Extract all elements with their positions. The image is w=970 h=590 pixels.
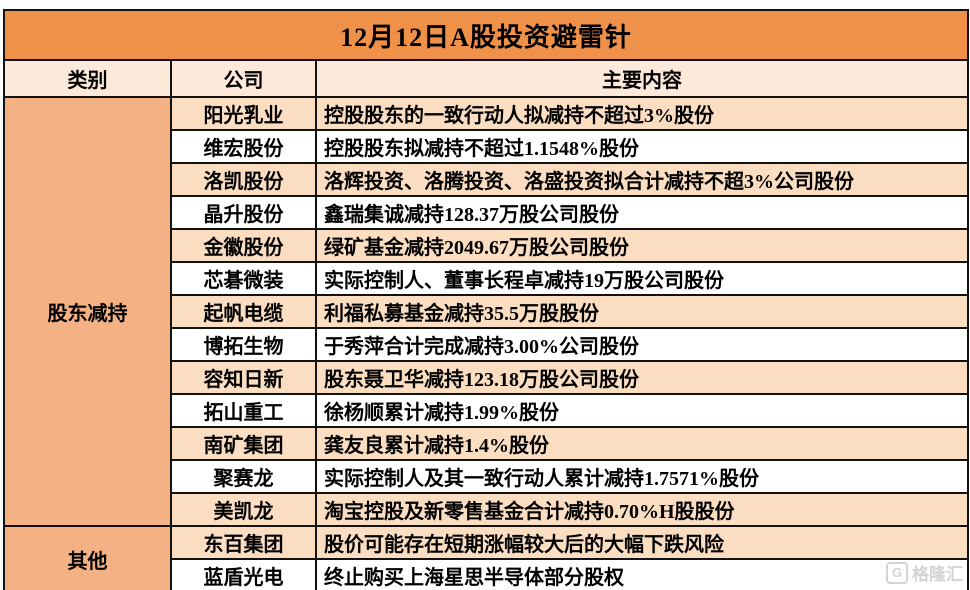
category-cell-other: 其他	[3, 525, 172, 590]
column-header-company: 公司	[170, 59, 317, 98]
company-cell: 芯碁微装	[170, 261, 317, 296]
table-row: 拓山重工 徐杨顺累计减持1.99%股份	[4, 393, 969, 428]
table-row: 博拓生物 于秀萍合计完成减持3.00%公司股份	[4, 327, 969, 362]
table-row: 洛凯股份 洛辉投资、洛腾投资、洛盛投资拟合计减持不超3%公司股份	[4, 162, 969, 197]
table-row: 芯碁微装 实际控制人、董事长程卓减持19万股公司股份	[4, 261, 969, 296]
company-cell: 美凯龙	[170, 492, 317, 527]
content-cell: 龚友良累计减持1.4%股份	[315, 426, 969, 461]
content-cell: 徐杨顺累计减持1.99%股份	[315, 393, 969, 428]
content-cell: 绿矿基金减持2049.67万股公司股份	[315, 228, 969, 263]
company-cell: 晶升股份	[170, 195, 317, 230]
table-row: 晶升股份 鑫瑞集诚减持128.37万股公司股份	[4, 195, 969, 230]
table-row: 金徽股份 绿矿基金减持2049.67万股公司股份	[4, 228, 969, 263]
category-cell-reduction: 股东减持	[3, 96, 172, 527]
company-cell: 阳光乳业	[170, 96, 317, 131]
company-cell: 起帆电缆	[170, 294, 317, 329]
content-cell: 于秀萍合计完成减持3.00%公司股份	[315, 327, 969, 362]
table-row: 维宏股份 控股股东拟减持不超过1.1548%股份	[4, 129, 969, 164]
company-cell: 南矿集团	[170, 426, 317, 461]
company-cell: 维宏股份	[170, 129, 317, 164]
table-row: 股东减持 阳光乳业 控股股东的一致行动人拟减持不超过3%股份	[3, 96, 969, 527]
content-cell: 控股股东的一致行动人拟减持不超过3%股份	[315, 96, 969, 131]
alert-table: 12月12日A股投资避雷针 类别 公司 主要内容 股东减持 阳光乳业 控股股东的…	[3, 9, 969, 590]
company-cell: 聚赛龙	[170, 459, 317, 494]
table-row: 聚赛龙 实际控制人及其一致行动人累计减持1.7571%股份	[4, 459, 969, 494]
company-cell: 蓝盾光电	[170, 558, 317, 590]
table-row: 美凯龙 淘宝控股及新零售基金合计减持0.70%H股股份	[4, 492, 969, 527]
content-cell: 实际控制人及其一致行动人累计减持1.7571%股份	[315, 459, 969, 494]
title-row: 12月12日A股投资避雷针	[3, 9, 969, 61]
table-row: 容知日新 股东聂卫华减持123.18万股公司股份	[4, 360, 969, 395]
content-cell: 股东聂卫华减持123.18万股公司股份	[315, 360, 969, 395]
content-cell: 终止购买上海星思半导体部分股权	[315, 558, 969, 590]
column-header-row: 类别 公司 主要内容	[3, 59, 969, 98]
table-row: 其他 东百集团 股价可能存在短期涨幅较大后的大幅下跌风险	[3, 525, 969, 590]
content-cell: 鑫瑞集诚减持128.37万股公司股份	[315, 195, 969, 230]
content-cell: 股价可能存在短期涨幅较大后的大幅下跌风险	[315, 525, 969, 560]
table-row: 南矿集团 龚友良累计减持1.4%股份	[4, 426, 969, 461]
content-cell: 实际控制人、董事长程卓减持19万股公司股份	[315, 261, 969, 296]
content-cell: 洛辉投资、洛腾投资、洛盛投资拟合计减持不超3%公司股份	[315, 162, 969, 197]
gelonghui-logo-icon: G	[886, 561, 908, 584]
page-title: 12月12日A股投资避雷针	[3, 9, 969, 61]
company-cell: 拓山重工	[170, 393, 317, 428]
content-cell: 淘宝控股及新零售基金合计减持0.70%H股股份	[315, 492, 969, 527]
gelonghui-watermark: G 格隆汇	[886, 560, 963, 585]
column-header-content: 主要内容	[315, 59, 969, 98]
gelonghui-brand-text: 格隆汇	[912, 565, 963, 584]
company-cell: 洛凯股份	[170, 162, 317, 197]
table-row: 蓝盾光电 终止购买上海星思半导体部分股权	[4, 558, 969, 590]
table-row: 起帆电缆 利福私募基金减持35.5万股股份	[4, 294, 969, 329]
content-cell: 控股股东拟减持不超过1.1548%股份	[315, 129, 969, 164]
company-cell: 金徽股份	[170, 228, 317, 263]
company-cell: 博拓生物	[170, 327, 317, 362]
company-cell: 东百集团	[170, 525, 317, 560]
column-header-category: 类别	[3, 59, 172, 98]
company-cell: 容知日新	[170, 360, 317, 395]
content-cell: 利福私募基金减持35.5万股股份	[315, 294, 969, 329]
